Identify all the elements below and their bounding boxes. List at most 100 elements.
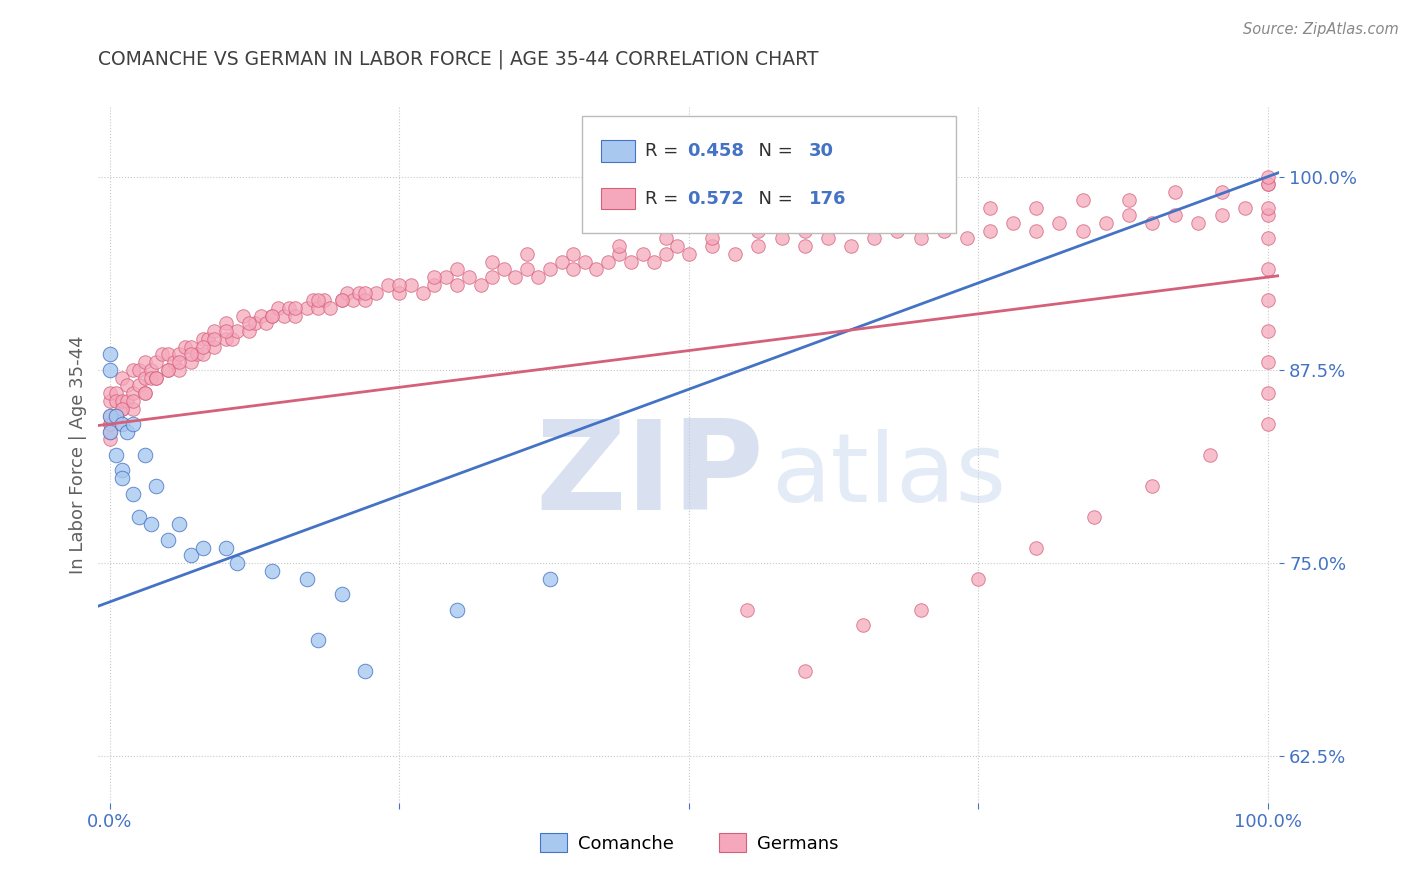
Point [191,332,214,346]
Point [1140,216,1163,230]
Point [180,549,202,563]
Point [1071,224,1094,238]
Point [98,409,121,424]
Point [221,332,243,346]
Point [910,231,932,245]
Text: 176: 176 [810,190,846,208]
Point [98,425,121,439]
Point [446,602,468,616]
Point [446,262,468,277]
Point [1257,231,1279,245]
Point [1140,479,1163,493]
Point [284,301,307,315]
Text: 0.572: 0.572 [688,190,744,208]
Point [1233,201,1256,215]
Text: Source: ZipAtlas.com: Source: ZipAtlas.com [1243,22,1399,37]
Point [585,262,607,277]
Point [110,471,132,485]
Point [492,262,515,277]
Point [98,417,121,431]
Point [377,277,399,292]
Point [1257,293,1279,308]
Point [98,425,121,439]
Point [110,393,132,408]
Point [307,293,329,308]
Point [956,231,979,245]
Text: 30: 30 [810,142,834,161]
Text: N =: N = [748,142,799,161]
Point [596,254,619,268]
Point [527,270,550,285]
Point [145,479,167,493]
Legend: Comanche, Germans: Comanche, Germans [533,826,845,860]
Point [122,363,145,377]
Point [1257,178,1279,192]
Point [620,254,643,268]
Point [134,448,156,462]
Point [122,401,145,416]
Point [353,285,375,300]
Point [562,262,585,277]
Point [1257,417,1279,431]
Point [156,363,179,377]
Point [98,417,121,431]
Point [666,239,689,253]
Point [516,262,538,277]
Point [197,332,219,346]
Point [574,254,596,268]
Point [191,340,214,354]
Point [117,393,139,408]
Point [1083,509,1105,524]
Point [1257,208,1279,222]
Point [145,370,167,384]
Point [169,355,191,369]
Point [98,409,121,424]
Point [1025,201,1047,215]
Point [110,401,132,416]
Point [1002,216,1025,230]
Point [770,231,793,245]
Point [817,231,839,245]
Point [104,409,127,424]
Point [1199,448,1222,462]
Point [516,247,538,261]
Point [1025,224,1047,238]
Point [979,224,1001,238]
Point [609,247,631,261]
Point [215,541,238,555]
Point [1071,193,1094,207]
Point [128,363,150,377]
Point [724,247,747,261]
Point [609,239,631,253]
Point [139,370,162,384]
Point [139,363,162,377]
Point [169,347,191,361]
Point [163,355,186,369]
Point [215,324,238,338]
Point [538,572,561,586]
Text: R =: R = [645,142,683,161]
Point [262,309,284,323]
Point [793,224,815,238]
Point [747,224,769,238]
Point [314,293,336,308]
Point [399,277,422,292]
Point [110,370,132,384]
Point [117,425,139,439]
Point [202,324,225,338]
Point [180,355,202,369]
Point [278,301,301,315]
Point [481,254,503,268]
Point [1049,216,1071,230]
Point [1257,386,1279,401]
Point [423,277,446,292]
Point [145,355,167,369]
Point [134,386,156,401]
Point [202,340,225,354]
Point [330,293,353,308]
Point [180,340,202,354]
Point [202,332,225,346]
Point [139,517,162,532]
Y-axis label: In Labor Force | Age 35-44: In Labor Force | Age 35-44 [69,335,87,574]
Point [110,463,132,477]
